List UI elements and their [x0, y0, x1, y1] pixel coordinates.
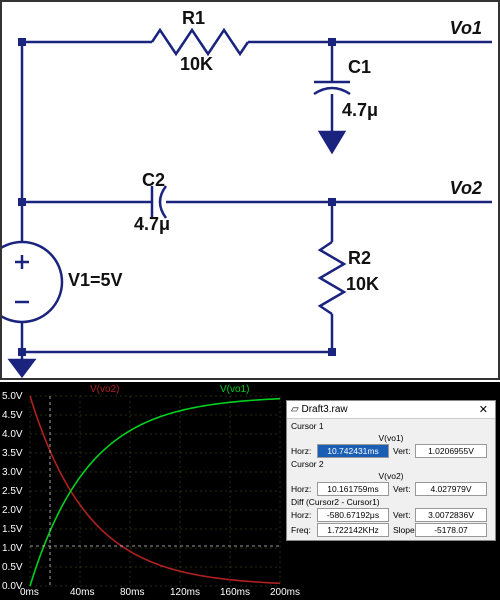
dialog-title-text: Draft3.raw — [301, 404, 347, 415]
dialog-body: Cursor 1 V(vo1) Horz: 10.742431ms Vert: … — [287, 419, 495, 540]
r1-label: R1 — [182, 8, 205, 29]
horz-label-1: Horz: — [291, 446, 317, 456]
x-tick-label: 160ms — [220, 587, 250, 598]
y-tick-label: 1.5V — [2, 524, 23, 535]
x-tick-label: 120ms — [170, 587, 200, 598]
cursor1-horz-value[interactable]: 10.742431ms — [317, 444, 389, 458]
y-tick-label: 3.0V — [2, 467, 23, 478]
diff-vert-value: 3.0072836V — [415, 508, 487, 522]
v1-label: V1=5V — [68, 270, 123, 291]
schematic-panel: R1 10K C1 4.7μ C2 4.7μ R2 10K V1=5V Vo1 … — [0, 0, 500, 380]
vo2-label: Vo2 — [450, 178, 482, 199]
vo1-label: Vo1 — [450, 18, 482, 39]
slope-label: Slope: — [393, 525, 415, 535]
diff-horz-value: -580.67192μs — [317, 508, 389, 522]
c1-label: C1 — [348, 57, 371, 78]
y-tick-label: 4.0V — [2, 429, 23, 440]
cursor-dialog[interactable]: ▱ Draft3.raw ✕ Cursor 1 V(vo1) Horz: 10.… — [286, 400, 496, 541]
horz-label-3: Horz: — [291, 510, 317, 520]
dialog-icon: ▱ — [291, 404, 299, 415]
cursor1-vert-value[interactable]: 1.0206955V — [415, 444, 487, 458]
y-tick-label: 0.5V — [2, 562, 23, 573]
y-tick-label: 4.5V — [2, 410, 23, 421]
y-tick-label: 3.5V — [2, 448, 23, 459]
r1-value: 10K — [180, 54, 213, 75]
vert-label-1: Vert: — [393, 446, 415, 456]
cursor2-horz-value[interactable]: 10.161759ms — [317, 482, 389, 496]
horz-label-2: Horz: — [291, 484, 317, 494]
x-tick-label: 40ms — [70, 587, 94, 598]
c1-value: 4.7μ — [342, 100, 378, 121]
dialog-titlebar[interactable]: ▱ Draft3.raw ✕ — [287, 401, 495, 419]
vert-label-2: Vert: — [393, 484, 415, 494]
x-tick-label: 80ms — [120, 587, 144, 598]
x-tick-label: 200ms — [270, 587, 300, 598]
cursor2-vert-value[interactable]: 4.027979V — [415, 482, 487, 496]
c2-label: C2 — [142, 170, 165, 191]
close-icon[interactable]: ✕ — [476, 403, 491, 416]
r2-value: 10K — [346, 274, 379, 295]
cursor2-signal: V(vo2) — [291, 471, 491, 481]
y-tick-label: 2.0V — [2, 505, 23, 516]
c2-value: 4.7μ — [134, 214, 170, 235]
cursor2-label: Cursor 2 — [291, 459, 491, 469]
r2-label: R2 — [348, 248, 371, 269]
diff-label: Diff (Cursor2 - Cursor1) — [291, 497, 491, 507]
plot-panel: 0.0V0.5V1.0V1.5V2.0V2.5V3.0V3.5V4.0V4.5V… — [0, 382, 500, 600]
schematic-svg — [2, 2, 498, 378]
freq-label: Freq: — [291, 525, 317, 535]
trace-vo2-label: V(vo2) — [90, 384, 119, 395]
freq-value: 1.722142KHz — [317, 523, 389, 537]
cursor1-label: Cursor 1 — [291, 421, 491, 431]
y-tick-label: 5.0V — [2, 391, 23, 402]
cursor1-signal: V(vo1) — [291, 433, 491, 443]
vert-label-3: Vert: — [393, 510, 415, 520]
y-tick-label: 2.5V — [2, 486, 23, 497]
x-tick-label: 0ms — [20, 587, 39, 598]
y-tick-label: 1.0V — [2, 543, 23, 554]
trace-vo1-label: V(vo1) — [220, 384, 249, 395]
slope-value: -5178.07 — [415, 523, 487, 537]
